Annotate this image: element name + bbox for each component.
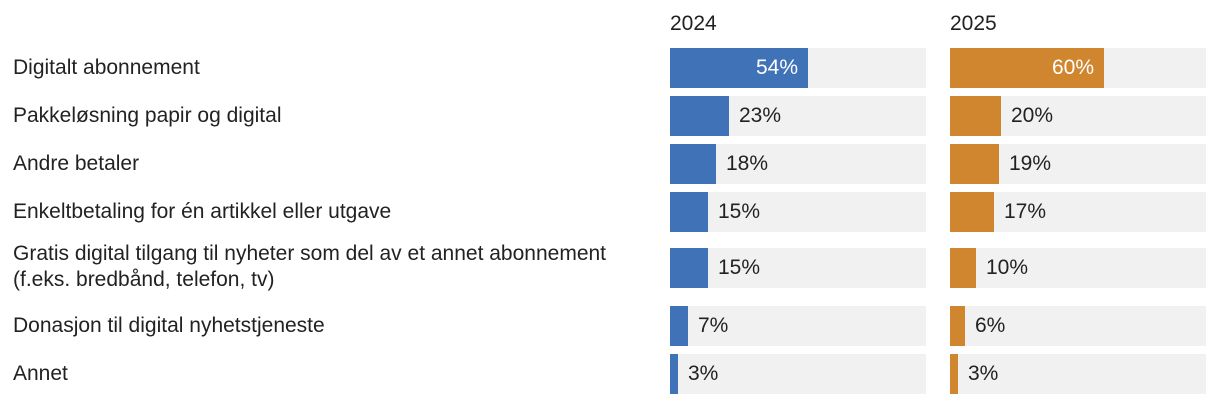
data-label: 3% (968, 362, 999, 385)
bar (950, 354, 958, 394)
bar (670, 192, 708, 232)
category-label: Annet (13, 362, 68, 385)
series-header-1: 2025 (950, 12, 997, 35)
data-label: 10% (986, 256, 1029, 279)
bar (670, 248, 708, 288)
bar-track: 18% (670, 144, 926, 184)
data-label: 7% (698, 314, 729, 337)
category-label: Gratis digital tilgang til nyheter som d… (13, 242, 607, 291)
bar (670, 48, 808, 88)
data-label: 6% (975, 314, 1006, 337)
bar (950, 144, 999, 184)
data-label: 15% (718, 256, 761, 279)
bar-track: 3% (950, 354, 1206, 394)
bar (670, 144, 716, 184)
category-label: Digitalt abonnement (13, 56, 200, 79)
bar-track: 17% (950, 192, 1206, 232)
category-label: Andre betaler (13, 152, 140, 175)
bar-track: 6% (950, 306, 1206, 346)
bar-track: 20% (950, 96, 1206, 136)
data-label: 15% (718, 200, 761, 223)
bar-track: 23% (670, 96, 926, 136)
bar-track: 7% (670, 306, 926, 346)
bar (950, 248, 976, 288)
data-label: 23% (739, 104, 782, 127)
data-label: 20% (1011, 104, 1054, 127)
bar (950, 96, 1001, 136)
bar (670, 96, 729, 136)
data-label: 19% (1009, 152, 1052, 175)
bar-track: 15% (670, 192, 926, 232)
category-label: Donasjon til digital nyhetstjeneste (13, 314, 325, 337)
bar-track: 15% (670, 248, 926, 288)
bar-track: 54% (670, 48, 926, 88)
data-label: 18% (726, 152, 769, 175)
series-header-0: 2024 (670, 12, 717, 35)
bar-track: 10% (950, 248, 1206, 288)
bar-track: 3% (670, 354, 926, 394)
bar (950, 192, 994, 232)
data-label: 17% (1004, 200, 1047, 223)
category-label: Pakkeløsning papir og digital (13, 104, 282, 127)
bar-track: 60% (950, 48, 1206, 88)
bar (670, 354, 678, 394)
bar (950, 306, 965, 346)
category-label: Enkeltbetaling for én artikkel eller utg… (13, 200, 392, 223)
bar-track: 19% (950, 144, 1206, 184)
data-label: 3% (688, 362, 719, 385)
data-label: 60% (1051, 56, 1094, 79)
bar (950, 48, 1104, 88)
bar (670, 306, 688, 346)
data-label: 54% (755, 56, 798, 79)
